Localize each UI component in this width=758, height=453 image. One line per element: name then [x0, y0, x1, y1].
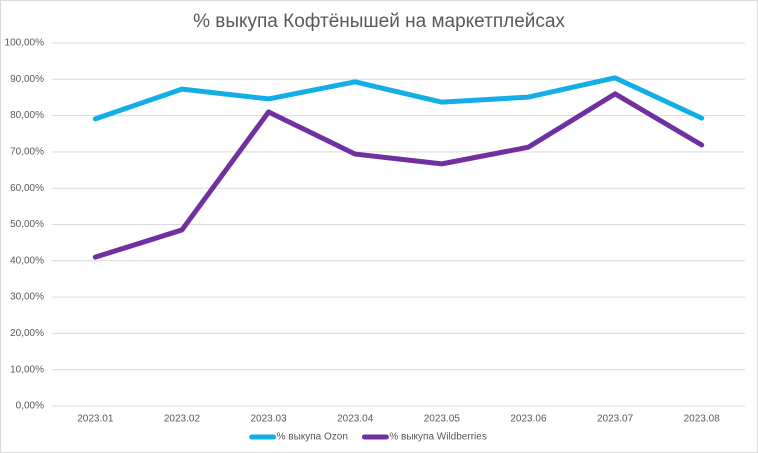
x-tick-label: 2023.02: [164, 414, 201, 425]
y-tick-label: 30,00%: [10, 292, 44, 303]
x-tick-label: 2023.05: [424, 414, 461, 425]
y-tick-label: 70,00%: [10, 147, 44, 158]
y-tick-label: 60,00%: [10, 183, 44, 194]
x-tick-label: 2023.08: [684, 414, 721, 425]
y-tick-label: 0,00%: [16, 401, 44, 412]
y-tick-label: 90,00%: [10, 74, 44, 85]
chart-title: % выкупа Кофтёнышей на маркетплейсах: [193, 11, 565, 32]
y-tick-label: 100,00%: [5, 38, 45, 49]
y-tick-label: 40,00%: [10, 255, 44, 266]
x-tick-label: 2023.01: [77, 414, 114, 425]
y-tick-label: 20,00%: [10, 328, 44, 339]
y-tick-label: 50,00%: [10, 219, 44, 230]
legend-label: % выкупа Ozon: [277, 432, 348, 443]
series-line: [92, 75, 705, 122]
legend-label: % выкупа Wildberries: [389, 432, 486, 443]
y-tick-label: 80,00%: [10, 110, 44, 121]
x-tick-label: 2023.06: [510, 414, 547, 425]
x-tick-label: 2023.07: [597, 414, 634, 425]
x-tick-label: 2023.03: [250, 414, 287, 425]
x-tick-label: 2023.04: [337, 414, 374, 425]
y-tick-label: 10,00%: [10, 364, 44, 375]
series-line: [92, 91, 705, 260]
